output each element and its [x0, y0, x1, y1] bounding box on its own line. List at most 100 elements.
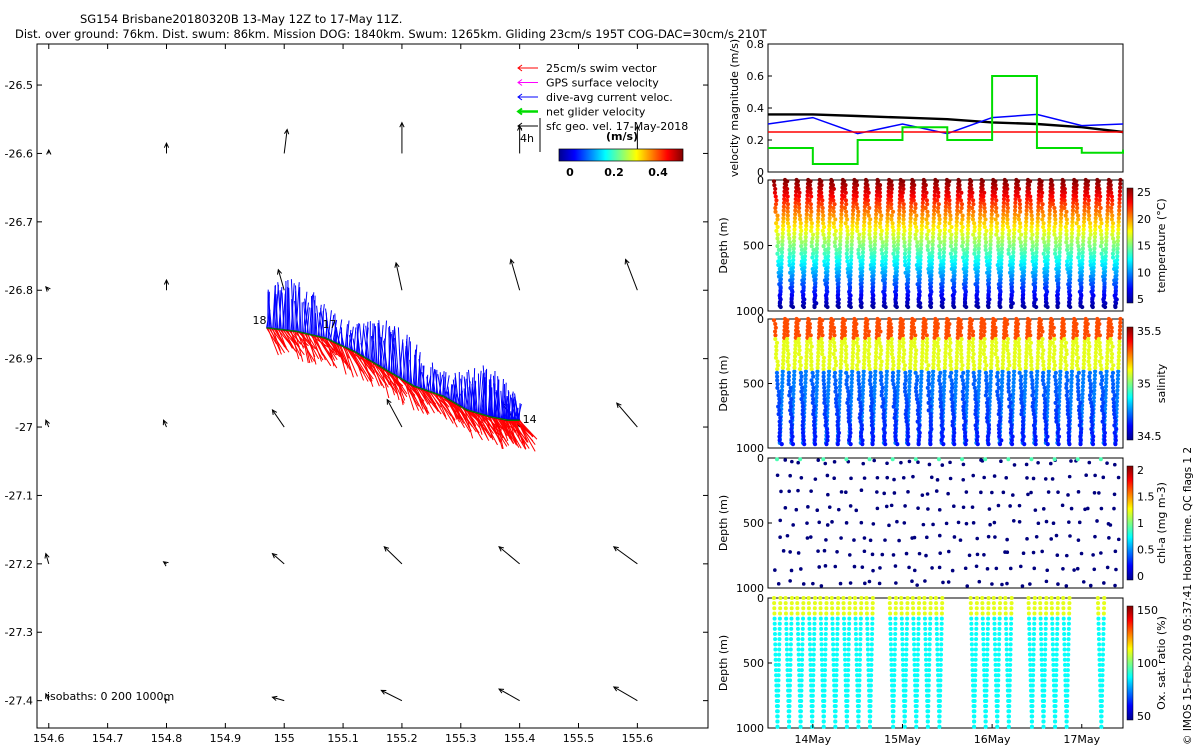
- profile-sample: [870, 438, 875, 443]
- profile-sample: [936, 363, 941, 368]
- profile-sample: [792, 361, 797, 367]
- profile-sample: [1087, 240, 1092, 245]
- current-vector: [392, 343, 398, 377]
- profile-sample: [1078, 430, 1084, 435]
- profile-sample: [1017, 370, 1022, 375]
- swim-vector: [519, 419, 530, 434]
- profile-sample: [1064, 209, 1069, 214]
- profile-sample: [858, 400, 863, 405]
- profile-sample: [1018, 564, 1023, 569]
- profile-sample: [815, 219, 821, 225]
- profile-sample: [852, 564, 857, 569]
- profile-sample: [878, 344, 883, 349]
- profile-sample: [870, 259, 875, 264]
- profile-sample: [877, 202, 882, 207]
- profile-sample: [803, 376, 808, 382]
- profile-sample: [954, 354, 960, 359]
- current-vector: [288, 287, 291, 331]
- profile-sample: [1105, 354, 1110, 359]
- profile-sample: [1057, 242, 1063, 247]
- profile-sample: [948, 359, 954, 364]
- profile-sample: [989, 208, 995, 213]
- profile-sample: [819, 194, 824, 199]
- profile-sample: [1045, 250, 1051, 255]
- profile-sample: [1015, 183, 1020, 188]
- profile-sample: [849, 254, 854, 259]
- profile-sample: [944, 196, 949, 202]
- profile-sample: [934, 333, 940, 338]
- profile-sample: [798, 378, 803, 383]
- profile-sample: [950, 393, 955, 398]
- profile-sample: [1008, 408, 1014, 413]
- profile-sample: [926, 255, 932, 260]
- profile-sample: [1040, 202, 1045, 207]
- profile-sample: [961, 381, 966, 387]
- current-vector: [378, 320, 383, 368]
- profile-sample: [1065, 259, 1070, 264]
- chla-ylabel: Depth (m): [717, 495, 730, 551]
- profile-sample: [936, 366, 941, 372]
- profile-sample: [1115, 373, 1121, 378]
- current-vector: [377, 325, 382, 368]
- profile-sample: [901, 186, 906, 192]
- profile-sample: [804, 350, 809, 355]
- profile-sample: [1115, 250, 1120, 255]
- profile-sample: [1031, 274, 1036, 279]
- profile-sample: [875, 506, 880, 511]
- profile-sample: [1118, 324, 1123, 329]
- profile-sample: [781, 358, 786, 363]
- chla-colorbar-tick-label: 1: [1137, 517, 1144, 530]
- profile-sample: [954, 219, 959, 225]
- profile-sample: [1066, 282, 1071, 287]
- profile-sample: [861, 376, 866, 382]
- profile-sample: [1113, 304, 1118, 310]
- profile-sample: [965, 376, 970, 382]
- profile-sample: [787, 255, 792, 260]
- profile-sample: [858, 297, 863, 302]
- profile-sample: [913, 232, 918, 237]
- profile-sample: [937, 374, 942, 379]
- profile-sample: [815, 376, 820, 382]
- profile-sample: [816, 212, 821, 217]
- profile-sample: [844, 370, 849, 375]
- profile-sample: [1110, 378, 1115, 383]
- geo-velocity-arrowhead: [284, 128, 290, 135]
- profile-sample: [913, 217, 918, 222]
- profile-sample: [1034, 380, 1039, 385]
- chla-y-tick-label: 0: [757, 452, 764, 465]
- profile-sample: [896, 361, 901, 367]
- profile-sample: [892, 415, 897, 420]
- legend-arrowhead: [517, 122, 523, 130]
- current-vector: [444, 387, 448, 399]
- profile-sample: [913, 224, 919, 230]
- profile-sample: [1059, 212, 1064, 217]
- salinity-profiles: [771, 316, 1123, 447]
- profile-sample: [986, 427, 992, 432]
- profile-sample: [983, 236, 988, 241]
- profile-sample: [924, 217, 929, 222]
- profile-sample: [805, 536, 810, 540]
- profile-sample: [795, 183, 800, 188]
- map-y-tick-label: -26.7: [5, 216, 33, 229]
- profile-sample: [846, 263, 851, 268]
- profile-sample: [1054, 255, 1059, 260]
- profile-sample: [857, 415, 862, 420]
- profile-sample: [1009, 442, 1015, 447]
- swim-vector: [505, 419, 513, 443]
- profile-sample: [1011, 242, 1016, 247]
- profile-sample: [822, 396, 827, 402]
- profile-sample: [1065, 389, 1070, 394]
- profile-sample: [1108, 333, 1114, 338]
- colorbar-title: (m/s): [606, 130, 638, 143]
- profile-sample: [1041, 370, 1046, 375]
- profile-sample: [875, 490, 879, 494]
- profile-sample: [996, 240, 1001, 245]
- profile-sample: [1017, 348, 1022, 353]
- profile-sample: [1076, 232, 1081, 237]
- profile-sample: [780, 223, 786, 228]
- profile-sample: [880, 278, 886, 283]
- profile-sample: [1061, 183, 1066, 188]
- profile-sample: [889, 186, 894, 192]
- profile-sample: [867, 457, 872, 462]
- swim-vector: [417, 387, 429, 405]
